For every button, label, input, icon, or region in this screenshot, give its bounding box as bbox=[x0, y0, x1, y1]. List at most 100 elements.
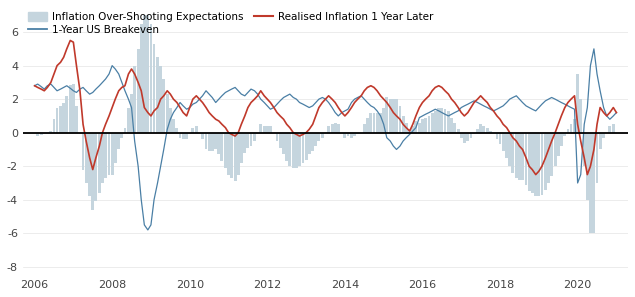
Bar bbox=[169, 108, 171, 133]
Bar bbox=[570, 124, 573, 133]
Bar bbox=[566, 129, 570, 133]
Bar bbox=[82, 133, 84, 170]
Bar bbox=[59, 106, 62, 133]
Bar bbox=[101, 133, 104, 183]
Bar bbox=[472, 133, 476, 134]
Bar bbox=[395, 99, 398, 133]
Bar bbox=[279, 133, 281, 148]
Line: 1-Year US Breakeven: 1-Year US Breakeven bbox=[34, 49, 617, 230]
Bar bbox=[498, 133, 502, 144]
Bar bbox=[159, 66, 162, 133]
Bar bbox=[143, 15, 146, 133]
Bar bbox=[418, 123, 421, 133]
Bar bbox=[528, 133, 531, 191]
Bar bbox=[56, 108, 58, 133]
Bar bbox=[547, 133, 550, 183]
Bar bbox=[217, 133, 220, 154]
Bar bbox=[540, 133, 544, 195]
1-Year US Breakeven bbox=[144, 228, 152, 232]
Bar bbox=[204, 133, 208, 149]
Bar bbox=[399, 106, 401, 133]
Bar bbox=[220, 133, 224, 161]
Bar bbox=[460, 133, 463, 138]
Bar bbox=[525, 133, 528, 185]
Bar bbox=[376, 113, 378, 133]
Bar bbox=[366, 118, 369, 133]
Bar bbox=[250, 133, 253, 146]
Bar bbox=[479, 124, 482, 133]
Bar bbox=[334, 123, 337, 133]
Bar bbox=[344, 133, 346, 138]
Bar bbox=[347, 133, 349, 136]
Bar bbox=[379, 113, 382, 133]
Bar bbox=[152, 44, 156, 133]
Bar bbox=[147, 15, 149, 133]
Bar bbox=[114, 133, 117, 163]
Bar bbox=[156, 57, 159, 133]
Bar bbox=[505, 133, 508, 158]
Bar bbox=[515, 133, 518, 178]
Bar bbox=[127, 108, 130, 133]
Bar bbox=[298, 133, 301, 166]
Bar bbox=[573, 119, 576, 133]
Bar bbox=[163, 79, 165, 133]
Bar bbox=[124, 128, 126, 133]
Bar bbox=[234, 133, 237, 181]
Bar bbox=[276, 133, 278, 141]
Bar bbox=[295, 133, 298, 168]
Bar bbox=[554, 133, 556, 166]
Bar bbox=[62, 102, 65, 133]
Bar bbox=[331, 124, 333, 133]
Bar bbox=[608, 126, 612, 133]
Bar bbox=[576, 74, 579, 133]
Bar bbox=[469, 133, 472, 138]
Bar bbox=[424, 118, 427, 133]
Bar bbox=[285, 133, 288, 161]
Bar bbox=[602, 133, 605, 138]
Bar bbox=[84, 133, 88, 183]
Bar bbox=[411, 126, 414, 133]
Bar bbox=[599, 133, 601, 149]
Bar bbox=[175, 128, 178, 133]
Bar bbox=[443, 109, 446, 133]
Bar bbox=[259, 124, 262, 133]
Bar bbox=[596, 133, 598, 183]
Bar bbox=[550, 133, 553, 176]
Bar bbox=[404, 123, 408, 133]
Bar bbox=[201, 133, 204, 139]
Bar bbox=[509, 133, 511, 166]
Bar bbox=[427, 116, 431, 133]
Bar bbox=[327, 126, 330, 133]
Bar bbox=[402, 116, 404, 133]
Bar bbox=[592, 133, 596, 233]
Bar bbox=[137, 49, 140, 133]
Bar bbox=[292, 133, 295, 168]
Bar bbox=[560, 133, 563, 146]
Bar bbox=[534, 133, 537, 196]
Bar bbox=[363, 124, 366, 133]
Bar bbox=[269, 126, 272, 133]
Bar bbox=[389, 99, 392, 133]
Bar bbox=[166, 94, 169, 133]
Bar bbox=[117, 133, 120, 149]
Bar bbox=[195, 126, 197, 133]
Bar bbox=[486, 128, 489, 133]
Bar bbox=[557, 133, 559, 156]
Bar bbox=[441, 108, 443, 133]
Bar bbox=[537, 133, 540, 196]
Bar bbox=[88, 133, 91, 196]
Bar bbox=[337, 124, 340, 133]
Bar bbox=[321, 133, 324, 138]
Bar bbox=[431, 113, 434, 133]
Bar bbox=[531, 133, 533, 193]
Bar bbox=[91, 133, 94, 210]
Bar bbox=[266, 126, 269, 133]
Bar bbox=[457, 129, 460, 133]
Realised Inflation 1 Year Later bbox=[121, 84, 129, 88]
Bar bbox=[305, 133, 307, 159]
1-Year US Breakeven bbox=[613, 111, 620, 114]
Bar bbox=[227, 133, 230, 175]
Bar bbox=[133, 66, 136, 133]
Bar bbox=[214, 133, 217, 149]
Bar bbox=[104, 133, 107, 178]
